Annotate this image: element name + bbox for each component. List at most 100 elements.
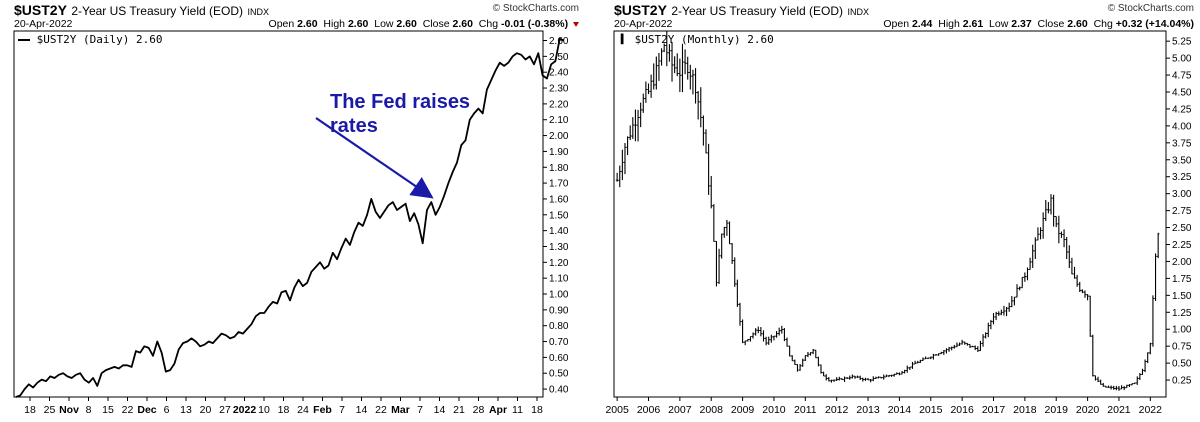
y-tick-label: 5.25	[1172, 37, 1192, 48]
y-tick-label: 0.40	[549, 385, 569, 396]
y-tick-label: 1.60	[549, 194, 569, 205]
open-label: Open	[883, 18, 910, 30]
x-tick-label: 14	[356, 404, 368, 416]
symbol: $UST2Y	[14, 2, 67, 18]
brand-watermark: © StockCharts.com	[492, 3, 579, 14]
y-tick-label: 2.10	[549, 115, 569, 126]
x-tick-label: 2012	[825, 404, 849, 416]
x-tick-label: 2022	[1139, 404, 1163, 416]
x-tick-label: 22	[375, 404, 387, 416]
symbol: $UST2Y	[614, 2, 667, 18]
x-tick-label: 2018	[1013, 404, 1037, 416]
y-tick-label: 1.25	[1172, 308, 1192, 319]
low-value: 2.60	[396, 18, 417, 30]
chart-legend: ▐ $UST2Y (Monthly) 2.60	[618, 33, 774, 46]
low-label: Low	[374, 18, 394, 30]
monthly-bars	[615, 31, 1160, 391]
x-tick-label: 2013	[856, 404, 880, 416]
y-tick-label: 4.25	[1172, 104, 1192, 115]
legend-line-icon	[18, 39, 30, 41]
x-tick-label: 7	[339, 404, 345, 416]
close-label: Close	[422, 18, 450, 30]
y-tick-label: 2.75	[1172, 206, 1192, 217]
description: 2-Year US Treasury Yield (EOD)	[671, 4, 843, 18]
y-tick-label: 0.75	[1172, 342, 1192, 353]
ohlc-bar: 20-Apr-2022 Open 2.44 High 2.61 Low 2.37…	[614, 18, 1194, 31]
y-tick-label: 1.50	[549, 210, 569, 221]
x-tick-label: 7	[417, 404, 423, 416]
high-label: High	[323, 18, 346, 30]
y-tick-label: 1.20	[549, 258, 569, 269]
chg-value: +0.32 (+14.04%)	[1115, 18, 1194, 30]
brand-watermark: © StockCharts.com	[1107, 3, 1194, 14]
low-label: Low	[989, 18, 1009, 30]
y-tick-label: 0.50	[1172, 359, 1192, 370]
x-tick-label: 13	[180, 404, 192, 416]
close-label: Close	[1037, 18, 1065, 30]
y-tick-label: 2.00	[549, 131, 569, 142]
x-tick-label: 21	[453, 404, 465, 416]
chart-date: 20-Apr-2022	[614, 18, 673, 30]
y-tick-label: 1.90	[549, 147, 569, 158]
legend-bar-icon: ▐	[618, 35, 624, 45]
x-tick-label: 2019	[1045, 404, 1069, 416]
chg-label: Chg	[1093, 18, 1113, 30]
y-tick-label: 5.00	[1172, 54, 1192, 65]
y-tick-label: 0.60	[549, 353, 569, 364]
y-tick-label: 1.70	[549, 179, 569, 190]
x-tick-label: 2007	[668, 404, 692, 416]
y-tick-label: 1.10	[549, 274, 569, 285]
y-tick-label: 2.40	[549, 68, 569, 79]
x-tick-label: 2017	[982, 404, 1006, 416]
chart-date: 20-Apr-2022	[14, 18, 73, 30]
y-tick-label: 1.50	[1172, 291, 1192, 302]
x-tick-label: 14	[434, 404, 446, 416]
high-label: High	[938, 18, 960, 30]
y-tick-label: 0.50	[549, 369, 569, 380]
chart-title: $UST2Y 2-Year US Treasury Yield (EOD) IN…	[614, 2, 1194, 18]
y-tick-label: 2.50	[549, 52, 569, 63]
y-tick-label: 2.25	[1172, 240, 1192, 251]
monthly-bar-chart: 0.25 0.50 0.75 1.00 1.25 1.50 1.75 2.00 2.25 2.50…	[605, 30, 1192, 416]
close-value: 2.60	[452, 18, 473, 30]
x-tick-label: 2011	[794, 404, 817, 416]
high-value: 2.60	[347, 18, 369, 30]
x-tick-label: 24	[297, 404, 309, 416]
y-tick-label: 2.20	[549, 99, 569, 110]
x-tick-label: 2006	[637, 404, 661, 416]
description: 2-Year US Treasury Yield (EOD)	[71, 4, 243, 18]
y-tick-label: 3.75	[1172, 138, 1192, 149]
x-tick-label: 2014	[888, 404, 912, 416]
open-label: Open	[268, 18, 295, 30]
y-tick-label: 2.50	[1172, 223, 1192, 234]
y-tick-label: 1.00	[549, 290, 569, 301]
x-tick-label: 11	[512, 404, 523, 416]
chart-title: $UST2Y 2-Year US Treasury Yield (EOD) IN…	[14, 2, 579, 18]
x-tick-label: Mar	[391, 404, 410, 416]
legend-label: $UST2Y (Monthly) 2.60	[634, 33, 774, 46]
x-tick-label: 8	[86, 404, 92, 416]
chg-label: Chg	[478, 18, 499, 30]
y-tick-label: 4.50	[1172, 88, 1192, 99]
ohlc-bar: 20-Apr-2022 Open 2.60 High 2.60 Low 2.60…	[14, 18, 579, 31]
exchange: INDX	[247, 7, 269, 17]
x-tick-label: 2009	[731, 404, 755, 416]
fed-annotation: The Fed raises rates	[330, 91, 471, 137]
close-value: 2.60	[1067, 18, 1088, 30]
high-value: 2.61	[962, 18, 984, 30]
y-tick-label: 4.00	[1172, 121, 1192, 132]
daily-line-chart: 0.40 0.50 0.60 0.70 0.80 0.90 1.00 1.10 1.20 1.30…	[13, 30, 569, 416]
open-value: 2.60	[297, 18, 318, 30]
down-triangle-icon	[573, 21, 579, 27]
monthly-chart-panel: $UST2Y 2-Year US Treasury Yield (EOD) IN…	[600, 0, 1200, 422]
x-tick-label: 2005	[605, 404, 629, 416]
y-tick-label: 0.80	[549, 321, 569, 332]
y-tick-label: 1.75	[1172, 274, 1192, 285]
y-tick-label: 0.25	[1172, 376, 1192, 387]
x-tick-label: 6	[164, 404, 170, 416]
chg-value: -0.01 (-0.38%)	[500, 18, 569, 30]
x-tick-label: 25	[44, 404, 56, 416]
x-tick-label: Nov	[59, 404, 79, 416]
low-value: 2.37	[1011, 18, 1032, 30]
x-tick-label: Apr	[489, 404, 507, 416]
